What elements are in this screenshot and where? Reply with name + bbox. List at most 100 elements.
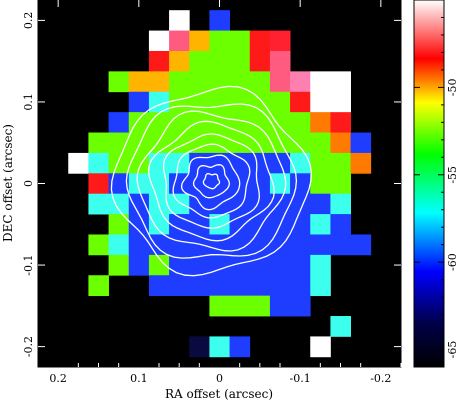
heatmap-cell — [209, 152, 230, 174]
heatmap-cell — [310, 91, 331, 113]
heatmap-cell — [169, 50, 190, 72]
heatmap-cell — [169, 112, 190, 133]
heatmap-cell — [330, 234, 351, 256]
heatmap-cell — [108, 173, 130, 195]
x-tick-label: -0.1 — [290, 372, 311, 385]
colorbar-tick-label: -65 — [446, 341, 459, 359]
contour-line — [192, 164, 230, 199]
heatmap-cell — [249, 152, 271, 174]
heatmap-cell — [269, 254, 291, 276]
heatmap-cell — [249, 173, 271, 195]
heatmap-cell — [88, 234, 109, 256]
heatmap-cell — [249, 132, 271, 154]
heatmap-cell — [128, 132, 150, 154]
colorbar-ticks: -50 -55 -60 -65 — [414, 16, 459, 359]
colorbar-tick-label: -50 — [446, 79, 459, 97]
heatmap-cell — [249, 71, 271, 93]
heatmap-cell — [88, 193, 109, 215]
heatmap-cells — [68, 10, 372, 358]
heatmap-cell — [330, 71, 351, 93]
heatmap-cell — [330, 316, 351, 337]
heatmap-cell — [269, 234, 291, 256]
heatmap-cell — [108, 193, 130, 215]
heatmap-cell — [189, 30, 210, 52]
heatmap-cell — [108, 234, 130, 256]
heatmap-cell — [269, 132, 291, 154]
heatmap-cell — [350, 152, 372, 174]
y-tick-label: -0.2 — [22, 336, 35, 357]
heatmap-cell — [128, 71, 150, 93]
heatmap-cell — [330, 152, 351, 174]
heatmap-cell — [310, 193, 331, 215]
heatmap-cell — [310, 275, 331, 297]
heatmap-cell — [209, 295, 230, 317]
heatmap-cell — [128, 234, 150, 256]
heatmap-cell — [88, 152, 109, 174]
heatmap-cell — [148, 275, 170, 297]
colorbar-tick-label: -55 — [446, 166, 459, 184]
contour-line — [180, 154, 241, 211]
heatmap-cell — [209, 50, 230, 72]
heatmap-cell — [290, 112, 311, 133]
heatmap-cell — [310, 214, 331, 235]
heatmap-cell — [169, 10, 190, 31]
contour-lines — [110, 85, 313, 277]
heatmap-cell — [290, 71, 311, 93]
heatmap-cell — [108, 71, 130, 93]
heatmap-cell — [148, 71, 170, 93]
heatmap-cell — [229, 336, 251, 358]
heatmap-cell — [148, 234, 170, 256]
heatmap-cell — [269, 50, 291, 72]
heatmap-cell — [269, 71, 291, 93]
heatmap-cell — [290, 234, 311, 256]
heatmap-cell — [209, 10, 230, 31]
heatmap-cell — [189, 275, 210, 297]
heatmap-cell — [189, 214, 210, 235]
heatmap-cell — [269, 112, 291, 133]
heatmap-cell — [330, 132, 351, 154]
contour-line — [172, 143, 251, 219]
heatmap-cell — [148, 152, 170, 174]
heatmap-cell — [229, 254, 251, 276]
heatmap-cell — [310, 234, 331, 256]
y-tick-label: -0.1 — [22, 254, 35, 275]
heatmap-cell — [229, 30, 251, 52]
heatmap-cell — [189, 234, 210, 256]
heatmap-cell — [169, 30, 190, 52]
heatmap-cell — [290, 152, 311, 174]
heatmap-cell — [189, 254, 210, 276]
heatmap-cell — [209, 275, 230, 297]
x-axis-label: RA offset (arcsec) — [165, 387, 273, 401]
y-tick-label: 0.1 — [22, 93, 35, 111]
contour-line — [147, 120, 275, 242]
heatmap-cell — [290, 214, 311, 235]
plot-axes: 0.2 0.1 0 -0.1 -0.2 0.2 0.1 0 -0.1 -0.2 — [22, 0, 402, 385]
heatmap-cell — [350, 132, 372, 154]
heatmap-cell — [310, 152, 331, 174]
heatmap-cell — [310, 132, 331, 154]
heatmap-cell — [148, 50, 170, 72]
heatmap-cell — [209, 91, 230, 113]
heatmap-cell — [189, 71, 210, 93]
heatmap-cell — [290, 275, 311, 297]
x-tick-label: 0.2 — [49, 372, 67, 385]
heatmap-cell — [108, 214, 130, 235]
heatmap-cell — [269, 275, 291, 297]
contour-line — [110, 85, 313, 277]
heatmap-cell — [330, 214, 351, 235]
heatmap-cell — [249, 30, 271, 52]
heatmap-cell — [108, 112, 130, 133]
colorbar-tick-label: -60 — [446, 253, 459, 271]
heatmap-cell — [229, 50, 251, 72]
heatmap-cell — [249, 50, 271, 72]
heatmap-cell — [209, 254, 230, 276]
heatmap-cell — [189, 50, 210, 72]
heatmap-cell — [88, 173, 109, 195]
heatmap-cell — [310, 71, 331, 93]
y-tick-label: 0.2 — [22, 12, 35, 30]
heatmap-cell — [290, 254, 311, 276]
heatmap-cell — [310, 173, 331, 195]
heatmap-cell — [189, 132, 210, 154]
heatmap-cell — [169, 132, 190, 154]
contour-line — [162, 133, 260, 229]
